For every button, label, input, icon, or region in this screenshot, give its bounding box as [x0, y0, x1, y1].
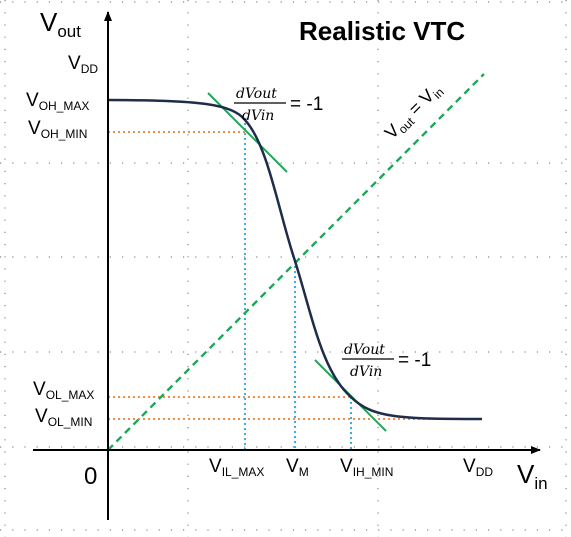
y-label-voh-min: VOH_MIN: [28, 118, 87, 141]
origin-label: 0: [84, 463, 97, 490]
x-label-vm: VM: [286, 456, 309, 479]
x-label-vil-max: VIL_MAX: [209, 456, 264, 479]
slope-annotation-lower: dVout dVin = -1: [342, 342, 431, 380]
slope-numerator: dVout: [344, 342, 385, 358]
slope-annotation-upper: dVout dVin = -1: [234, 86, 323, 124]
y-axis-label: Vout: [40, 7, 81, 41]
drop-lines: [244, 118, 352, 450]
x-label-vih-min: VIH_MIN: [340, 456, 393, 479]
slope-numerator: dVout: [236, 86, 277, 102]
x-label-vdd: VDD: [463, 456, 493, 479]
level-guides: [108, 131, 482, 420]
y-label-vol-min: VOL_MIN: [35, 406, 92, 429]
chart-title: Realistic VTC: [299, 16, 465, 46]
vtc-curve: [107, 98, 483, 421]
slope-denominator: dVin: [242, 108, 274, 124]
x-axis-label: Vin: [517, 459, 548, 493]
y-label-vol-max: VOL_MAX: [33, 379, 94, 402]
slope-value: = -1: [398, 350, 431, 371]
y-label-vdd: VDD: [68, 53, 98, 76]
diagonal-label: Vout = Vin: [381, 79, 447, 145]
slope-value: = -1: [290, 94, 323, 115]
y-label-voh-max: VOH_MAX: [26, 90, 89, 113]
slope-denominator: dVin: [350, 364, 382, 380]
